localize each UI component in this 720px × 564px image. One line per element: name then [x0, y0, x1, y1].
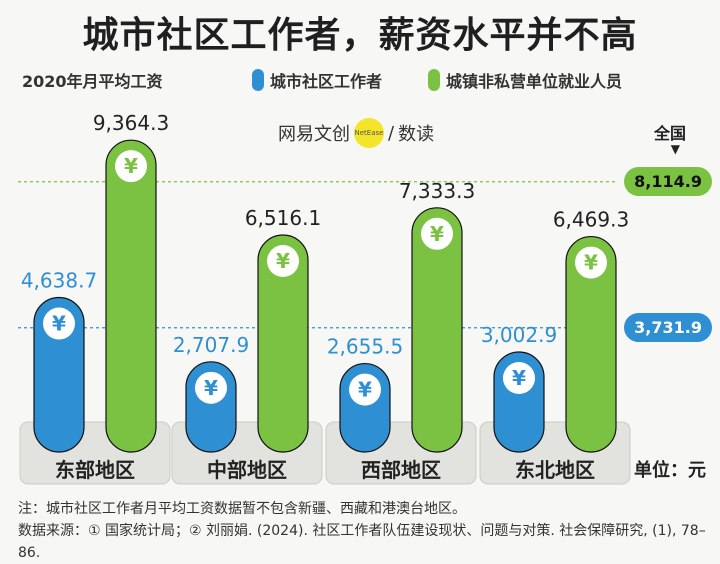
legend-swatch-blue — [252, 69, 264, 91]
brand-badge: NetEase — [354, 118, 384, 148]
bar-value-label: 2,655.5 — [327, 335, 403, 359]
legend-item-community-workers: 城市社区工作者 — [252, 68, 382, 92]
bar — [33, 296, 85, 453]
bar-value-label: 4,638.7 — [21, 269, 97, 293]
bar-value-label: 6,469.3 — [553, 208, 629, 232]
national-label: 全国 — [653, 124, 686, 143]
legend: 2020年月平均工资 城市社区工作者 城镇非私营单位就业人员 — [0, 60, 720, 92]
bar — [411, 207, 463, 453]
yen-icon-bg — [115, 150, 147, 183]
brand-right-text: 数读 — [398, 124, 435, 145]
bar-value-label: 9,364.3 — [93, 111, 169, 135]
legend-swatch-green — [428, 69, 440, 91]
bar-value-label: 7,333.3 — [399, 179, 475, 203]
yen-icon-bg — [575, 246, 607, 279]
category-label: 东部地区 — [55, 458, 135, 482]
unit-label: 单位：元 — [634, 460, 706, 481]
national-urban-value-pill: 8,114.9 — [624, 166, 712, 196]
yen-icon: ¥ — [430, 222, 444, 246]
yen-icon-bg — [421, 217, 453, 250]
yen-icon-bg — [349, 373, 381, 406]
bar-value-label: 3,002.9 — [481, 323, 557, 347]
category-label: 东北地区 — [515, 458, 595, 482]
yen-icon-bg — [43, 307, 75, 340]
yen-icon: ¥ — [276, 249, 290, 273]
yen-icon: ¥ — [204, 376, 218, 400]
legend-label-community-workers: 城市社区工作者 — [270, 72, 383, 91]
bar — [257, 234, 309, 453]
bar-value-label: 2,707.9 — [173, 333, 249, 357]
brand-logo: 网易文创 NetEase / 数读 — [278, 118, 434, 148]
bar-value-label: 6,516.1 — [245, 206, 321, 230]
notes: 注：城市社区工作者月平均工资数据暂不包含新疆、西藏和港澳台地区。 数据来源：① … — [18, 498, 708, 564]
yen-icon: ¥ — [124, 154, 138, 178]
yen-icon: ¥ — [52, 312, 66, 336]
yen-icon-bg — [195, 371, 227, 404]
yen-icon-bg — [267, 245, 299, 278]
chart-title: 城市社区工作者，薪资水平并不高 — [82, 15, 638, 56]
national-arrow-icon: ▼ — [670, 142, 680, 156]
bar — [565, 235, 617, 453]
brand-left-text: 网易文创 — [278, 124, 350, 145]
note-text: 注：城市社区工作者月平均工资数据暂不包含新疆、西藏和港澳台地区。 — [18, 501, 466, 517]
chart-subtitle: 2020年月平均工资 — [22, 72, 163, 91]
national-community-value-pill: 3,731.9 — [624, 312, 712, 342]
category-label: 西部地区 — [361, 458, 441, 482]
yen-icon: ¥ — [358, 378, 372, 402]
yen-icon: ¥ — [584, 251, 598, 275]
legend-item-urban-employees: 城镇非私营单位就业人员 — [428, 68, 622, 92]
yen-icon-bg — [503, 362, 535, 395]
bar — [105, 139, 157, 453]
source-text: 数据来源：① 国家统计局；② 刘丽娟. (2024). 社区工作者队伍建设现状、… — [18, 523, 706, 561]
yen-icon: ¥ — [512, 366, 526, 390]
legend-label-urban-employees: 城镇非私营单位就业人员 — [446, 72, 623, 91]
category-label: 中部地区 — [207, 458, 287, 482]
